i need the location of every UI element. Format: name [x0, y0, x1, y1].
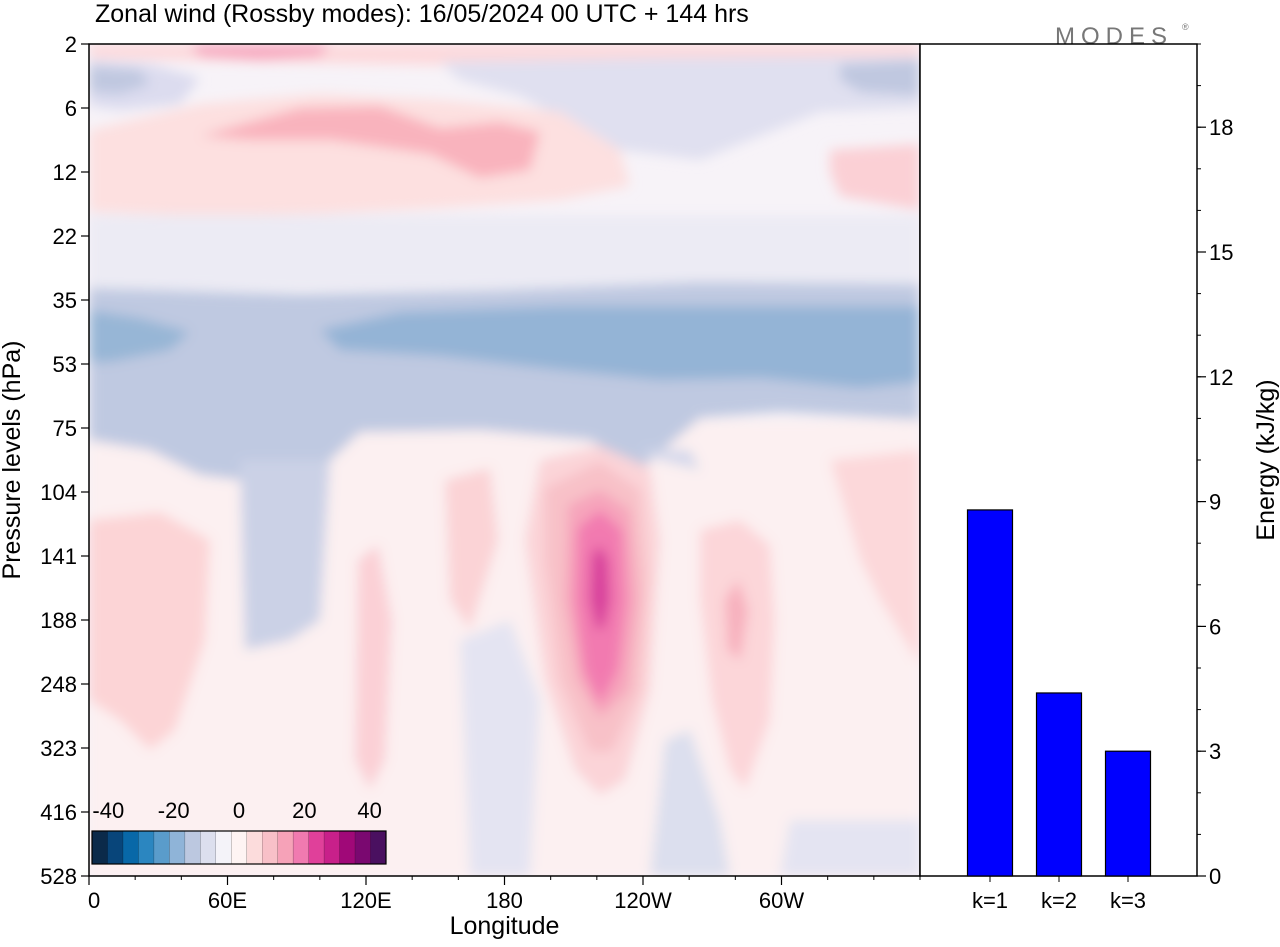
x-tick-label: 60W — [759, 888, 804, 913]
energy-tick-label: 18 — [1209, 115, 1233, 140]
tropopause-blend-band — [89, 215, 920, 290]
y-tick-label: 2 — [65, 32, 77, 57]
y-tick-label: 416 — [40, 800, 77, 825]
colorbar-swatch — [246, 831, 263, 864]
colorbar-swatch — [308, 831, 325, 864]
easterly-tongue-west — [240, 460, 330, 650]
colorbar-label: 40 — [357, 798, 381, 823]
easterly-lobe-east — [780, 820, 920, 876]
y-tick-label: 35 — [53, 288, 77, 313]
easterly-patch-top-east — [440, 56, 920, 160]
secondary-jet-core — [725, 580, 748, 660]
x-tick-label: 0 — [88, 888, 100, 913]
colorbar-swatch — [370, 831, 387, 864]
upper-westerly-core — [200, 106, 540, 178]
top-westerly-core — [190, 44, 330, 60]
energy-axis-label: Energy (kJ/kg) — [1252, 379, 1280, 540]
colorbar-label: -40 — [92, 798, 124, 823]
colorbar-swatch — [169, 831, 186, 864]
y-tick-label: 528 — [40, 864, 77, 889]
x-axis-label: Longitude — [450, 912, 560, 940]
energy-tick-label: 9 — [1209, 490, 1221, 515]
y-tick-label: 104 — [40, 480, 77, 505]
y-tick-label: 22 — [53, 224, 77, 249]
colorbar-swatch — [293, 831, 309, 864]
x-tick-label: 180 — [486, 888, 523, 913]
energy-tick-label: 6 — [1209, 614, 1221, 639]
y-tick-label: 248 — [40, 672, 77, 697]
category-label: k=2 — [1041, 888, 1077, 913]
colorbar-swatch — [262, 831, 278, 864]
y-tick-label: 12 — [53, 160, 77, 185]
colorbar-frame — [91, 830, 387, 865]
energy-tick-label: 15 — [1209, 240, 1233, 265]
y-axis-label: Pressure levels (hPa) — [0, 341, 26, 580]
y-tick-label: 53 — [53, 352, 77, 377]
heatmap-axes: 0 60E 120E 180 120W 60W Longitude 2 6 12 22 35 53 75 1… — [0, 32, 921, 940]
x-tick-label: 120E — [340, 888, 391, 913]
lower-westerly-strip-170e — [445, 468, 498, 630]
easterly-core-west — [89, 310, 190, 362]
x-tick-label: 120W — [614, 888, 672, 913]
zonal-wind-heatmap — [89, 44, 920, 876]
lower-westerly-strip-120e — [355, 545, 392, 790]
y-tick-label: 188 — [40, 608, 77, 633]
easterly-tongue-center — [640, 450, 700, 470]
easterly-core-top-west — [89, 66, 150, 94]
colorbar-swatch — [215, 831, 232, 864]
easterly-lobe-100w — [650, 730, 730, 876]
energy-bar-k1 — [966, 509, 1014, 877]
y-tick-label: 6 — [65, 96, 77, 121]
colorbar-swatch — [200, 831, 217, 864]
category-label: k=1 — [972, 888, 1008, 913]
x-tick-label: 60E — [208, 888, 247, 913]
colorbar-label: 0 — [233, 798, 245, 823]
easterly-core-east — [320, 306, 920, 388]
modes-logo-mark: ® — [1182, 22, 1189, 32]
colorbar-swatch — [231, 831, 248, 864]
colorbar-swatch — [184, 831, 201, 864]
colorbar-label: 20 — [292, 798, 316, 823]
energy-tick-label: 0 — [1209, 864, 1221, 889]
colorbar: -40 -20 0 20 40 — [91, 798, 387, 865]
lower-westerly-east — [830, 450, 920, 665]
colorbar-label: -20 — [158, 798, 190, 823]
easterly-lobe-dateline — [460, 620, 540, 876]
colorbar-swatch — [122, 831, 139, 864]
colorbar-swatch — [324, 831, 340, 864]
colorbar-swatch — [277, 831, 294, 864]
colorbar-swatch — [339, 831, 356, 864]
colorbar-swatch — [107, 831, 124, 864]
energy-bar-chart: 0 3 6 9 12 15 18 Energy (kJ/kg) k=1 k=2 k=3 — [919, 43, 1280, 913]
lower-westerly-far-west — [89, 512, 210, 750]
energy-tick-label: 3 — [1209, 739, 1221, 764]
easterly-core-top-east — [840, 60, 920, 96]
energy-tick-label: 12 — [1209, 365, 1233, 390]
category-label: k=3 — [1110, 888, 1146, 913]
y-tick-label: 323 — [40, 736, 77, 761]
energy-bar-k3 — [1104, 750, 1152, 877]
jet-core — [590, 545, 610, 630]
colorbar-swatch — [92, 831, 108, 864]
colorbar-swatch — [153, 831, 170, 864]
chart-title: Zonal wind (Rossby modes): 16/05/2024 00… — [95, 0, 749, 28]
energy-bar-k2 — [1035, 692, 1083, 877]
y-tick-label: 75 — [53, 416, 77, 441]
colorbar-swatch — [355, 831, 371, 864]
heatmap-contours — [89, 44, 920, 876]
upper-westerly-patch-east — [830, 144, 920, 210]
y-tick-label: 141 — [40, 544, 77, 569]
colorbar-swatch — [138, 831, 155, 864]
